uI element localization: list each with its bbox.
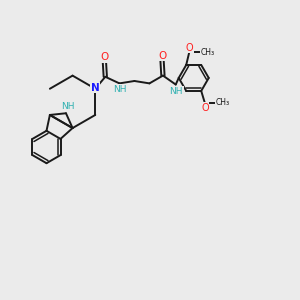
Text: O: O — [100, 52, 109, 62]
Text: O: O — [185, 43, 193, 52]
Text: NH: NH — [169, 87, 183, 96]
Text: CH₃: CH₃ — [200, 48, 214, 57]
Text: NH: NH — [61, 102, 74, 111]
Text: CH₃: CH₃ — [216, 98, 230, 107]
Text: O: O — [158, 51, 166, 61]
Text: N: N — [91, 82, 100, 92]
Text: NH: NH — [113, 85, 127, 94]
Text: O: O — [201, 103, 208, 113]
